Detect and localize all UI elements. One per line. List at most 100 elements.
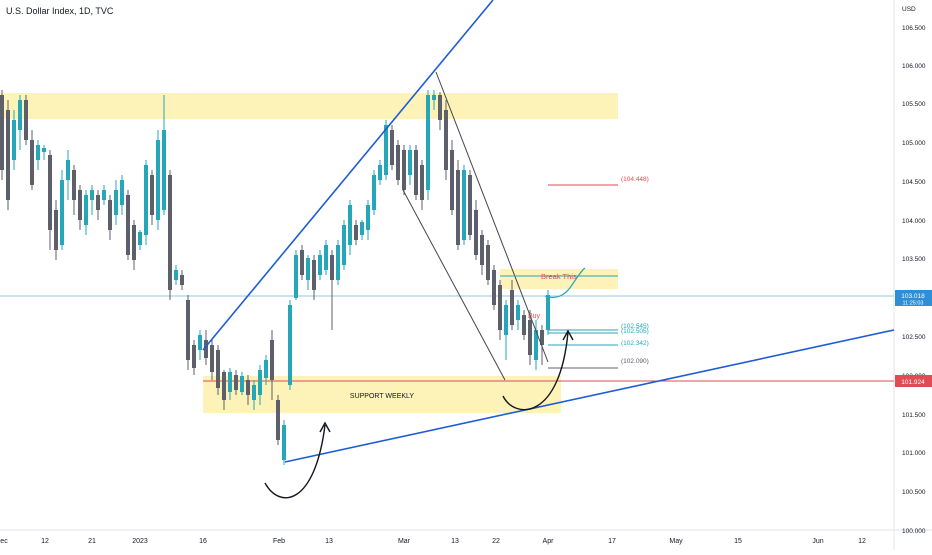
candle-body [402,150,406,190]
level-4-label: (102.090) [621,358,649,365]
candle-body [114,190,118,215]
resistance-zone[interactable] [0,93,618,119]
candle-body [480,235,484,265]
bounce-arrow-left [264,424,326,499]
candle-body [252,385,256,400]
y-tick-label: 102.500 [902,334,926,341]
candle-body [450,150,454,210]
channel-line-lower[interactable] [402,189,506,381]
current-price-tag [895,290,932,306]
candle-body [438,95,442,120]
candle-body [360,222,364,235]
x-tick-label: ec [0,538,8,545]
y-axis-ticks[interactable]: 106.500 106.000 105.500 105.000 104.500 104.0… [902,25,926,535]
candle-body [84,195,88,225]
candle-body [132,225,136,260]
candle-body [468,175,472,235]
level-2-label: (102.505) [621,328,649,335]
candle-body [354,225,358,240]
candle-body [498,285,502,330]
x-tick-label: Jun [812,538,823,545]
level-3-label: (102.342) [621,340,649,347]
channel-line-upper[interactable] [435,71,549,363]
x-tick-label: 16 [199,538,207,545]
candle-body [486,245,490,280]
candle-body [288,305,292,385]
candle-body [462,170,466,240]
candle-body [54,210,58,250]
candle-body [300,250,304,275]
candle-body [378,165,382,180]
candle-body [492,270,496,305]
x-axis-ticks[interactable]: ec 12 21 2023 16 Feb 13 Mar 13 22 Apr 17 May 15 Jun 12 [0,538,866,545]
break-zone[interactable] [500,269,618,289]
candle-body [522,315,526,335]
candle-body [366,205,370,230]
x-tick-label: 17 [608,538,616,545]
x-tick-label: May [669,538,683,545]
candle-body [126,195,130,255]
candle-body [228,372,232,392]
upper-trendline[interactable] [202,0,494,351]
candle-body [420,165,424,200]
candle-body [0,95,4,170]
y-tick-label: 100.000 [902,528,926,535]
y-tick-label: 105.500 [902,101,926,108]
candle-body [516,305,520,320]
candle-body [174,270,178,280]
candle-body [342,225,346,265]
candle-body [384,125,388,175]
support-weekly-zone[interactable] [203,376,561,413]
currency-label: USD [902,6,916,13]
candle-body [78,190,82,220]
y-tick-label: 106.000 [902,63,926,70]
candle-body [324,245,328,270]
candle-body [192,345,196,368]
candle-body [216,350,220,388]
y-tick-label: 100.500 [902,489,926,496]
support-price-value: 101.924 [901,379,925,386]
candle-body [456,170,460,245]
candle-body [144,165,148,235]
candle-body [414,150,418,195]
arrow-head-right [562,329,574,341]
y-tick-label: 106.500 [902,25,926,32]
x-tick-label: 13 [451,538,459,545]
current-price-value: 103.018 [901,293,925,300]
candle-body [138,232,142,245]
candle-body [312,260,316,290]
candle-body [150,175,154,215]
candle-body [546,295,550,330]
candle-body [198,335,202,350]
candle-body [540,330,544,345]
candle-body [270,340,274,380]
candle-body [348,205,352,245]
candle-body [396,145,400,180]
x-tick-label: 13 [325,538,333,545]
candle-body [162,130,166,210]
candle-body [30,140,34,185]
candle-body [234,375,238,390]
candle-body [210,345,214,372]
candle-body [42,148,46,152]
current-price-countdown: 11:25:03 [902,301,923,307]
candle-body [294,255,298,298]
candle-body [276,400,280,440]
candle-body [108,200,112,230]
candle-body [204,340,208,358]
symbol-title[interactable]: U.S. Dollar Index, 1D, TVC [6,6,114,16]
y-tick-label: 101.000 [902,450,926,457]
candle-body [264,360,268,378]
lower-trendline[interactable] [284,329,895,463]
candle-body [186,300,190,360]
candle-body [372,175,376,210]
break-this-label: Break This [541,272,577,281]
candle-body [6,110,10,200]
target-label: (104.448) [621,176,649,183]
candle-body [444,110,448,170]
candle-body [510,290,514,325]
candle-body [156,140,160,220]
